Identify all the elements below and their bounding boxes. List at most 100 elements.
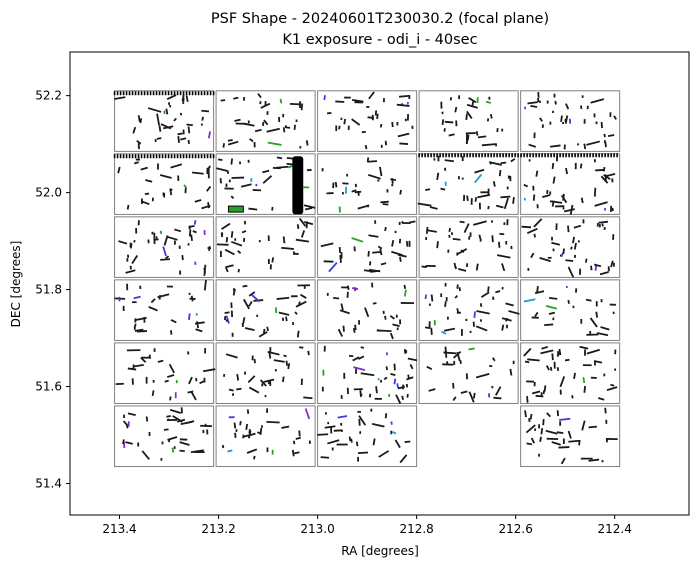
psf-whisker xyxy=(556,431,564,435)
psf-whisker xyxy=(334,181,338,188)
psf-whisker xyxy=(281,246,295,250)
psf-whisker xyxy=(542,194,551,199)
psf-whisker xyxy=(475,131,479,136)
psf-whisker xyxy=(236,387,242,391)
x-tick-label: 212.4 xyxy=(598,522,632,536)
psf-whisker xyxy=(545,365,550,371)
psf-whisker xyxy=(298,217,307,227)
psf-whisker xyxy=(258,331,268,338)
psf-whisker xyxy=(372,438,376,446)
psf-whisker xyxy=(350,438,353,443)
psf-whisker xyxy=(528,143,537,148)
psf-whisker xyxy=(226,170,230,175)
psf-whisker xyxy=(549,144,561,148)
psf-whisker xyxy=(296,330,300,338)
psf-whisker xyxy=(292,251,296,256)
psf-whisker xyxy=(285,360,289,366)
y-tick-label: 52.2 xyxy=(35,89,62,103)
psf-whisker xyxy=(304,207,313,211)
psf-whisker xyxy=(527,101,538,105)
psf-whisker xyxy=(367,116,374,120)
psf-whisker xyxy=(369,268,381,273)
psf-whisker xyxy=(463,223,470,234)
psf-whisker xyxy=(396,383,399,389)
psf-whisker xyxy=(533,233,536,238)
ota-frame xyxy=(418,153,519,215)
psf-whisker xyxy=(551,241,561,246)
psf-whisker xyxy=(610,383,615,387)
ota-frame xyxy=(317,279,418,341)
psf-whisker xyxy=(604,407,607,414)
psf-whisker xyxy=(262,175,273,184)
psf-dense-row xyxy=(113,154,215,159)
psf-whisker xyxy=(495,290,501,294)
psf-whisker xyxy=(509,368,513,376)
psf-whisker xyxy=(185,420,195,425)
psf-whisker xyxy=(481,143,496,147)
psf-whisker xyxy=(495,204,504,209)
psf-whisker xyxy=(404,440,411,444)
x-tick-label: 213.0 xyxy=(300,522,334,536)
psf-whisker xyxy=(147,107,162,113)
psf-whisker xyxy=(232,288,236,293)
psf-whisker xyxy=(351,287,359,290)
psf-whisker xyxy=(448,227,451,232)
psf-whisker xyxy=(600,175,609,184)
psf-whisker xyxy=(144,192,150,195)
psf-whisker xyxy=(526,396,529,403)
psf-whisker xyxy=(346,285,350,291)
psf-whisker xyxy=(367,250,370,257)
ota-frame xyxy=(520,342,621,404)
psf-whisker xyxy=(168,363,176,374)
ota-cell xyxy=(418,216,519,278)
psf-whisker xyxy=(367,174,381,180)
psf-whisker xyxy=(499,232,505,236)
psf-whisker xyxy=(156,137,162,140)
ota-frame xyxy=(215,405,316,468)
psf-whisker xyxy=(166,374,175,378)
psf-whisker xyxy=(224,248,235,256)
psf-whisker xyxy=(156,113,160,126)
psf-whisker xyxy=(282,236,286,244)
psf-whisker xyxy=(243,298,250,310)
x-tick-label: 212.8 xyxy=(399,522,433,536)
psf-whisker xyxy=(353,366,366,371)
psf-whisker xyxy=(472,321,476,327)
psf-whisker xyxy=(167,236,178,241)
psf-whisker xyxy=(530,252,535,259)
psf-whisker xyxy=(323,95,326,101)
psf-whisker xyxy=(596,332,609,337)
psf-whisker xyxy=(225,353,238,359)
psf-whisker xyxy=(335,100,345,103)
psf-whisker xyxy=(247,375,256,383)
psf-whisker xyxy=(371,422,385,428)
psf-whisker xyxy=(421,265,427,268)
psf-whisker xyxy=(328,262,338,273)
psf-whisker xyxy=(539,257,551,263)
ota-cell xyxy=(520,216,621,278)
psf-whisker xyxy=(465,263,469,267)
psf-whisker xyxy=(137,115,141,123)
psf-whisker xyxy=(239,420,242,426)
psf-whisker xyxy=(177,136,180,143)
psf-whisker xyxy=(501,324,505,331)
psf-whisker xyxy=(385,366,388,371)
psf-whisker xyxy=(157,359,164,363)
psf-whisker xyxy=(501,317,512,322)
psf-whisker xyxy=(259,427,263,435)
psf-whisker xyxy=(426,229,437,233)
psf-whisker xyxy=(231,240,243,247)
psf-whisker xyxy=(304,221,314,226)
ota-frame xyxy=(317,342,418,404)
psf-whisker xyxy=(174,228,182,233)
psf-whisker xyxy=(366,157,370,163)
psf-whisker xyxy=(475,263,479,271)
psf-whisker xyxy=(537,97,540,103)
psf-whisker xyxy=(333,296,340,300)
psf-whisker xyxy=(589,317,598,328)
psf-whisker xyxy=(125,269,136,274)
psf-whisker xyxy=(340,303,344,311)
psf-whisker xyxy=(281,425,290,429)
psf-whisker xyxy=(498,169,502,177)
psf-whisker xyxy=(539,117,543,122)
